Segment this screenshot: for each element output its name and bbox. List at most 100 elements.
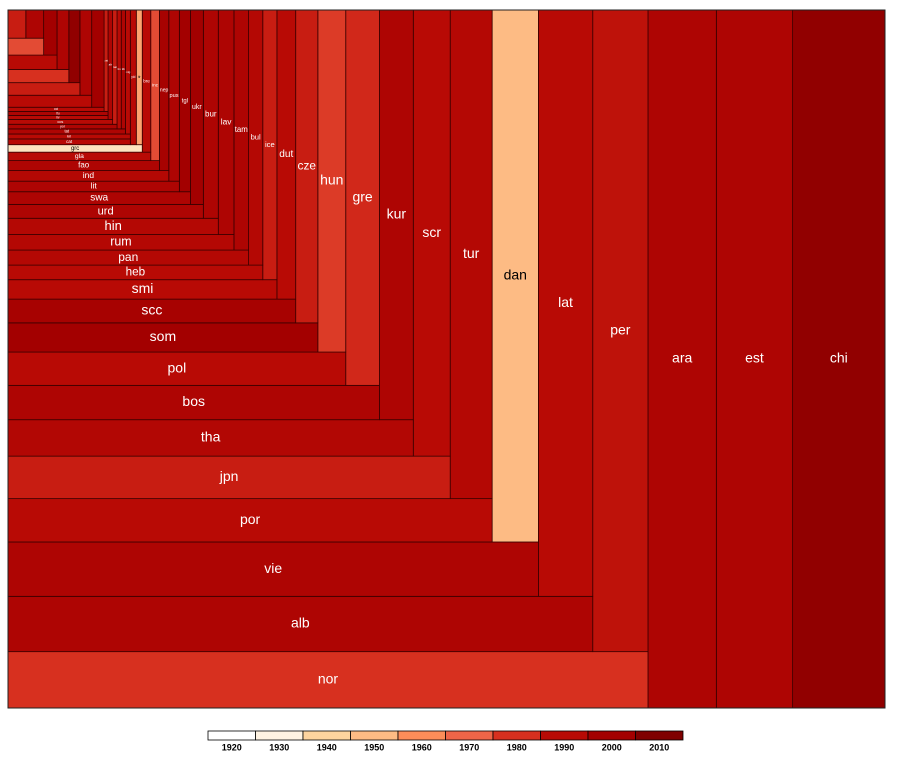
tile-label: jpn: [219, 468, 239, 484]
tile: [7, 69, 70, 84]
tile-label: som: [150, 328, 176, 344]
tile-label: liv: [56, 115, 59, 119]
tile-label: pus: [170, 93, 179, 99]
tile-label: ara: [672, 350, 692, 366]
tile-label: tgl: [182, 98, 188, 104]
tile-label: gla: [75, 153, 84, 160]
legend-swatch: [540, 730, 589, 741]
tile: [7, 455, 451, 500]
tile-label: hin: [104, 218, 121, 233]
tile-label: tir: [138, 75, 142, 79]
tile: [7, 651, 649, 709]
legend-swatch: [302, 730, 351, 741]
legend-swatch: [207, 730, 256, 741]
tile-label: scc: [141, 302, 162, 318]
tile-label: grc: [71, 146, 79, 152]
tile-label: kur: [387, 206, 407, 222]
tile-label: tur: [463, 245, 480, 261]
legend-label: 1940: [317, 742, 337, 752]
tile: [538, 9, 594, 597]
tile-label: lit: [91, 181, 98, 191]
tile-label: ukr: [192, 104, 202, 111]
legend-swatch: [587, 730, 636, 741]
tile: [7, 498, 493, 543]
tile-label: oci: [54, 107, 59, 111]
tile-label: fiu: [56, 111, 60, 115]
tile-label: nep: [160, 88, 169, 94]
tile-label: cze: [297, 159, 316, 173]
tile-label: bur: [205, 109, 217, 118]
tile-label: bul: [251, 133, 261, 142]
tile-label: fao: [78, 161, 90, 170]
legend-label: 1920: [222, 742, 242, 752]
tile: [7, 322, 319, 353]
legend-swatch: [255, 730, 304, 741]
tile-label: dut: [279, 149, 293, 160]
tile: [79, 9, 93, 96]
tile: [7, 595, 594, 653]
tile: [412, 9, 451, 457]
tile: [7, 9, 27, 39]
tile: [7, 54, 58, 70]
tile-label: cat: [66, 139, 73, 144]
tile-label: tib: [122, 67, 126, 71]
tile-label: dan: [504, 267, 527, 283]
tile-label: gre: [352, 188, 372, 204]
tile: [715, 9, 794, 709]
tile-label: lat: [558, 294, 573, 310]
tile-label: lin: [118, 67, 121, 71]
tile-label: cos: [57, 120, 63, 124]
tile-label: pan: [118, 250, 138, 264]
tile-label: vie: [264, 560, 282, 576]
tile-label: heb: [126, 265, 145, 278]
legend-label: 1960: [412, 742, 432, 752]
tile-label: tha: [201, 429, 221, 445]
tile-label: yid: [131, 75, 135, 79]
tile-label: ind: [83, 170, 95, 180]
tile-label: bre: [143, 78, 150, 83]
tile-label: afr: [109, 63, 113, 67]
tile-label: por: [240, 511, 261, 527]
tile: [449, 9, 493, 500]
tile-label: hun: [320, 172, 343, 188]
legend-swatch: [635, 730, 684, 741]
plot-frame: [7, 9, 886, 709]
tile: [7, 37, 45, 56]
legend-label: 1970: [459, 742, 479, 752]
tile: [68, 9, 81, 84]
legend-swatch: [397, 730, 446, 741]
tile-label: ost: [104, 59, 108, 63]
legend-swatch: [350, 730, 399, 741]
legend-label: 1950: [364, 742, 384, 752]
legend-label: 2000: [602, 742, 622, 752]
tile-label: nai: [113, 65, 117, 69]
legend-swatch: [492, 730, 541, 741]
tile-label: tam: [235, 125, 249, 134]
tile-label: tat: [64, 129, 69, 134]
tile-label: nor: [318, 671, 339, 687]
tile-label: scr: [422, 224, 441, 240]
tile-label: alb: [291, 615, 310, 631]
tile-label: chi: [830, 350, 848, 366]
tile-label: smi: [132, 280, 154, 296]
tile: [91, 9, 105, 108]
tile-label: pol: [168, 359, 187, 375]
tile: [43, 9, 58, 56]
legend-swatch: [445, 730, 494, 741]
legend-label: 2010: [649, 742, 669, 752]
tile-label: est: [745, 350, 764, 366]
legend-label: 1930: [269, 742, 289, 752]
tile-label: swa: [90, 193, 108, 204]
legend-label: 1990: [554, 742, 574, 752]
tile-label: bos: [182, 393, 205, 409]
tile-label: inc: [152, 83, 159, 88]
tile-label: urd: [98, 205, 114, 217]
tile: [379, 9, 414, 421]
tile: [317, 9, 347, 353]
tile: [56, 9, 70, 70]
legend-label: 1980: [507, 742, 527, 752]
tile-label: ice: [265, 140, 275, 149]
tile: [7, 82, 81, 96]
tile: [792, 9, 886, 709]
